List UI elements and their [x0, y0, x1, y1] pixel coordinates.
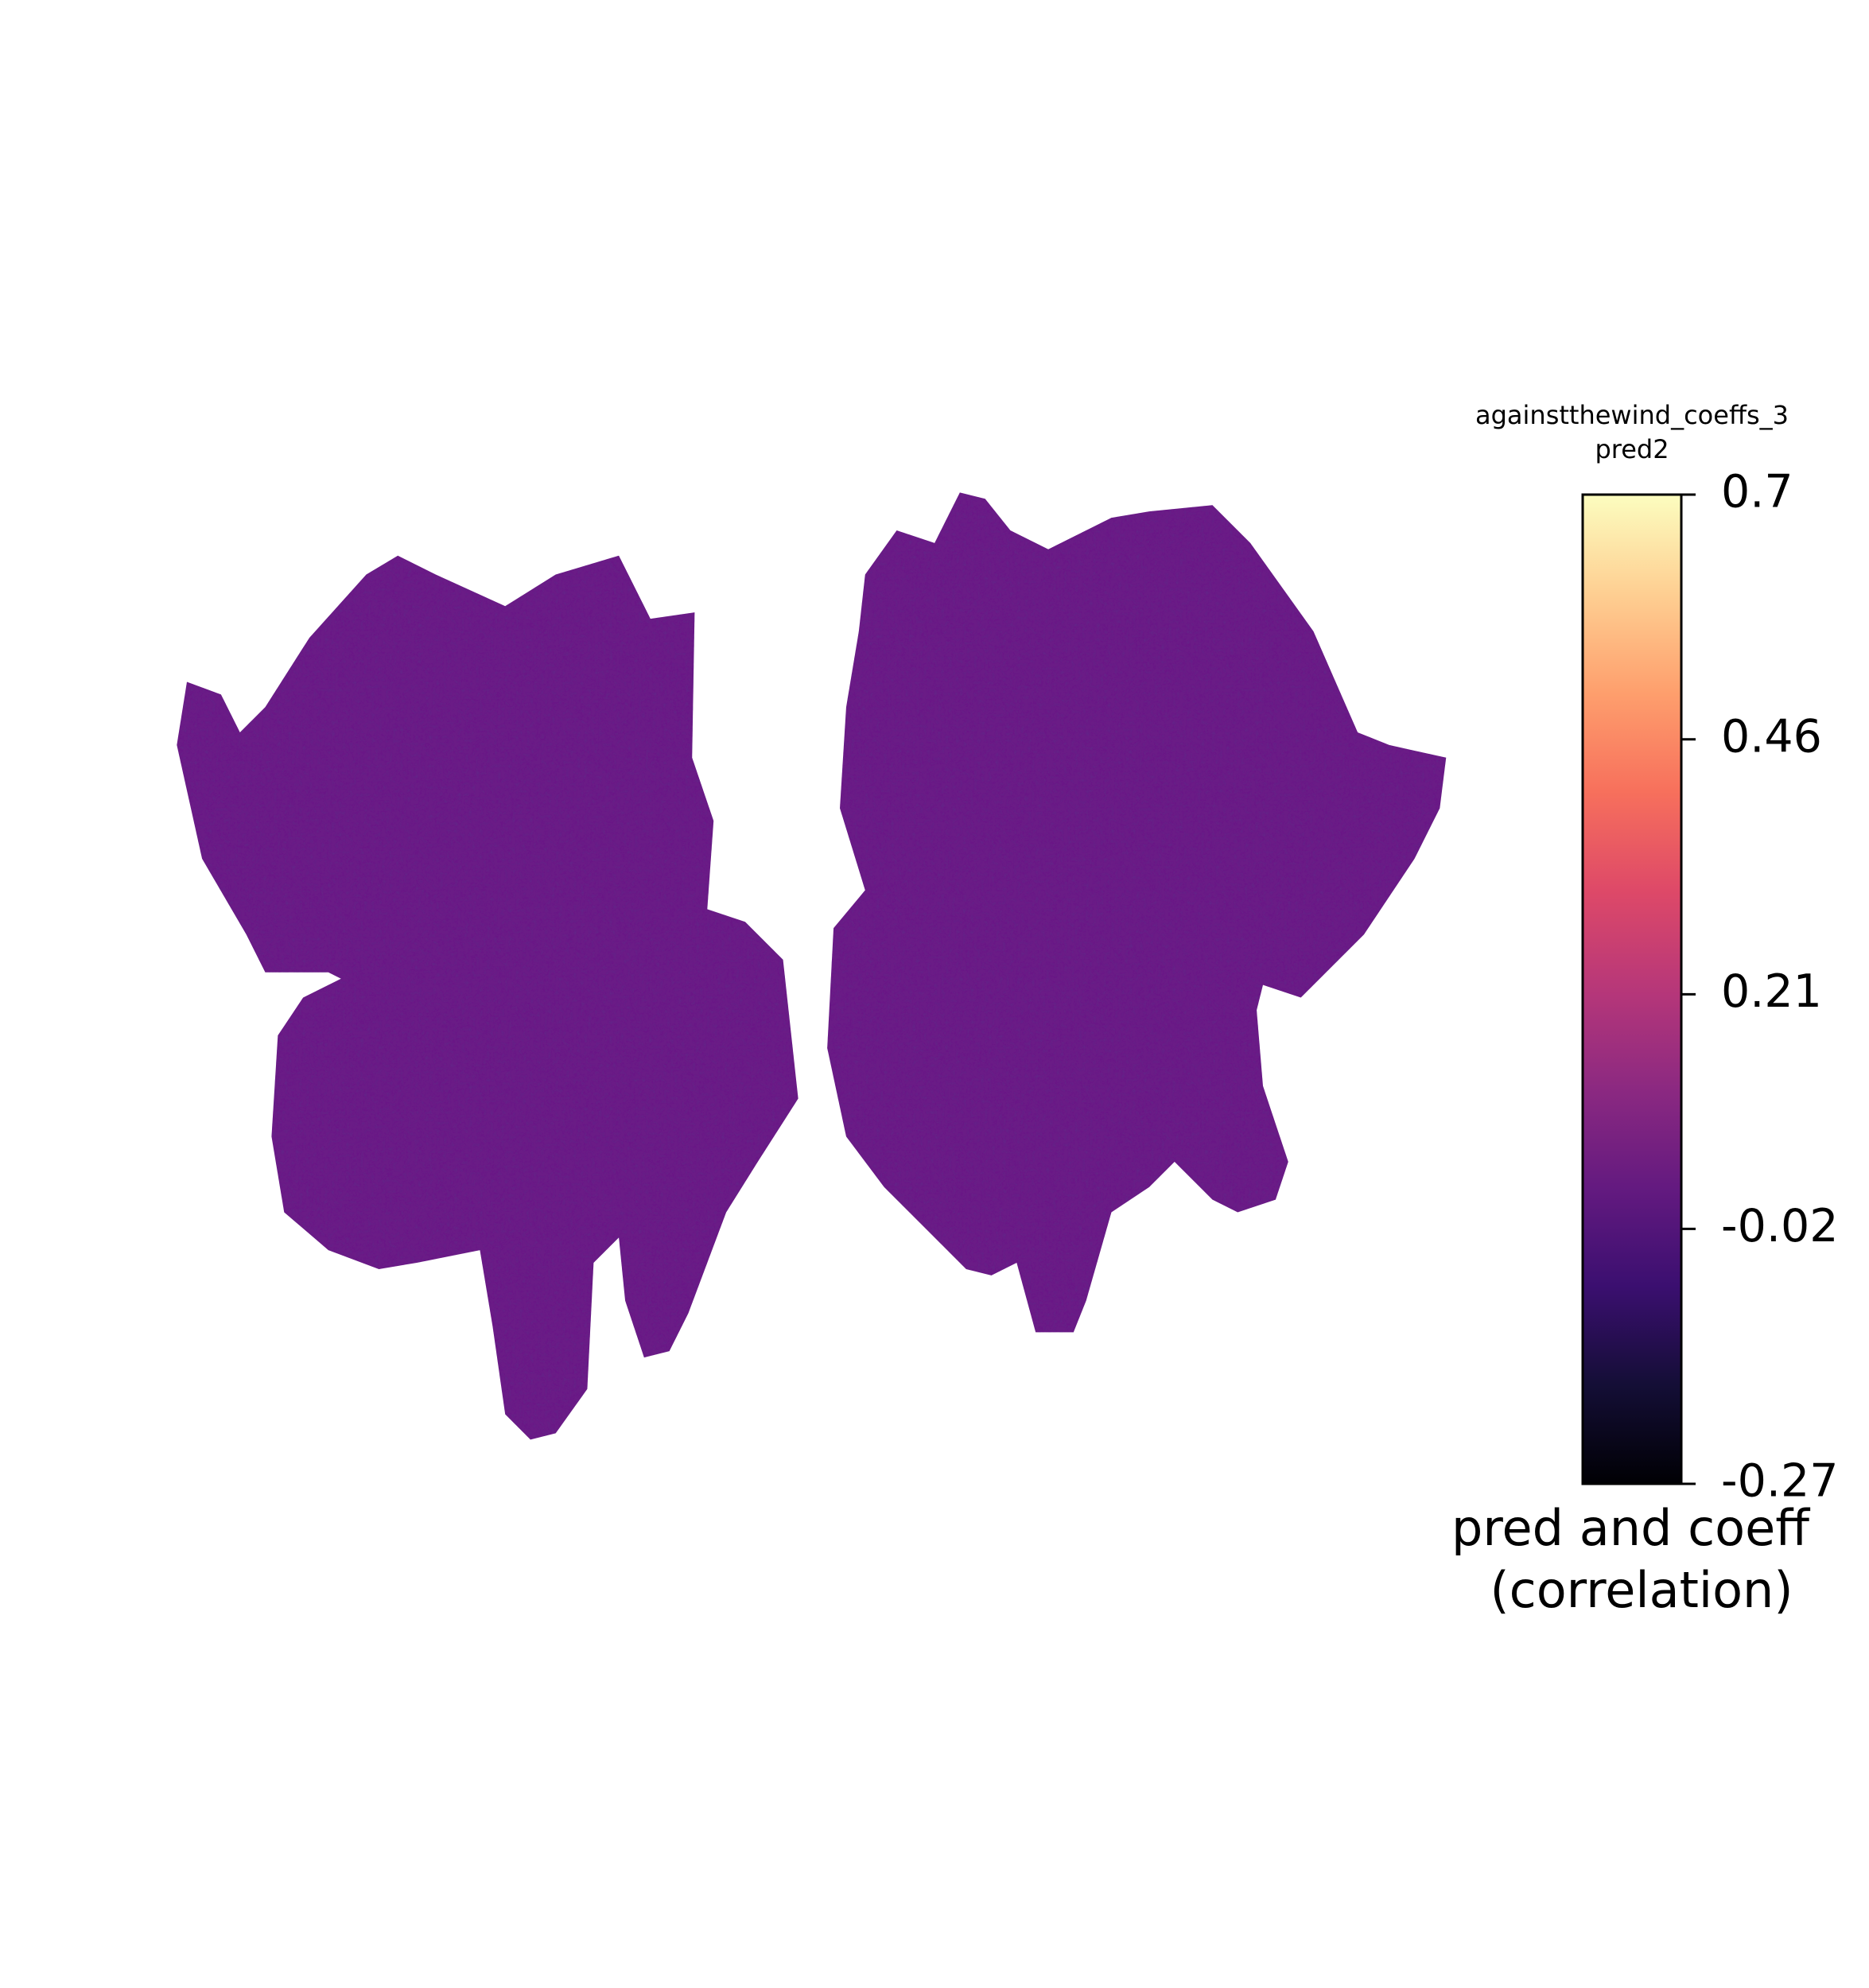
left-hemisphere — [177, 555, 799, 1440]
colorbar-subtitle: pred2 — [1595, 434, 1669, 464]
tick-label: 0.21 — [1721, 965, 1822, 1018]
colorbar — [1581, 493, 1683, 1485]
tick-label: -0.02 — [1721, 1200, 1838, 1252]
tick-label: -0.27 — [1721, 1455, 1838, 1508]
colorbar-title: againstthewind_coeffs_3 — [1475, 400, 1789, 430]
flatmap — [177, 492, 1447, 1440]
colorbar-label: (correlation) — [1490, 1561, 1793, 1619]
right-hemisphere — [827, 492, 1447, 1333]
tick-label: 0.46 — [1721, 710, 1822, 763]
colorbar-label: pred and coeff — [1451, 1499, 1810, 1557]
tick-label: 0.7 — [1721, 466, 1793, 518]
